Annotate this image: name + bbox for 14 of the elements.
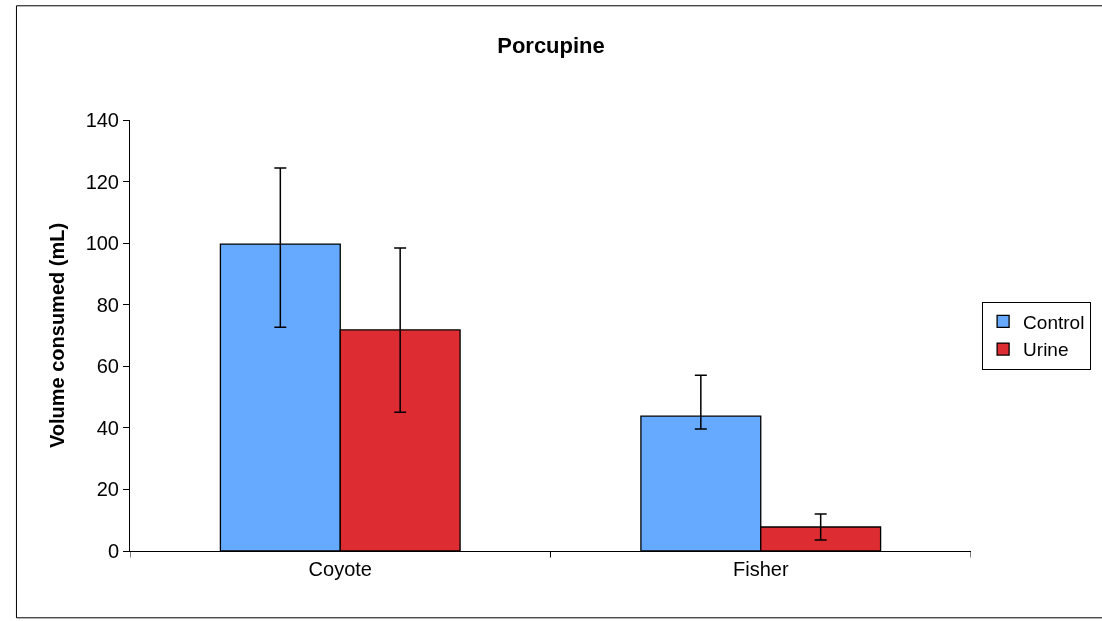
chart-title: Porcupine bbox=[497, 32, 605, 58]
y-tick-label: 100 bbox=[85, 232, 119, 255]
legend-label: Urine bbox=[1023, 339, 1069, 361]
legend-label: Control bbox=[1023, 311, 1085, 333]
y-tick-label: 60 bbox=[96, 355, 119, 378]
x-tick-label: Coyote bbox=[308, 558, 372, 580]
y-tick-label: 80 bbox=[96, 293, 119, 316]
y-tick-label: 0 bbox=[107, 540, 119, 562]
x-tick-label: Fisher bbox=[732, 558, 789, 580]
y-tick-label: 20 bbox=[96, 478, 119, 501]
y-axis-title: Volume consumed (mL) bbox=[46, 222, 69, 449]
y-tick-label: 120 bbox=[85, 170, 119, 193]
y-tick-label: 40 bbox=[96, 416, 119, 439]
y-tick-label: 140 bbox=[85, 109, 119, 131]
